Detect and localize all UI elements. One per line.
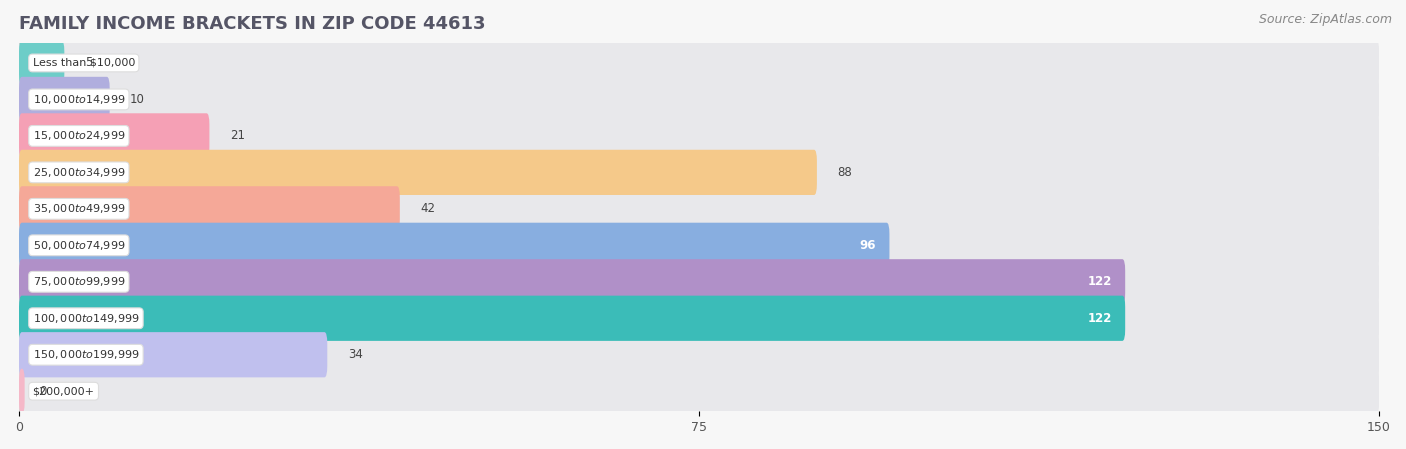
FancyBboxPatch shape [20,40,65,86]
Text: $50,000 to $74,999: $50,000 to $74,999 [32,239,125,252]
Text: 122: 122 [1087,275,1112,288]
Text: Less than $10,000: Less than $10,000 [32,58,135,68]
FancyBboxPatch shape [20,332,328,377]
Text: Source: ZipAtlas.com: Source: ZipAtlas.com [1258,13,1392,26]
Text: 96: 96 [859,239,876,252]
FancyBboxPatch shape [20,77,110,122]
FancyBboxPatch shape [20,186,399,232]
Text: $100,000 to $149,999: $100,000 to $149,999 [32,312,139,325]
Text: $200,000+: $200,000+ [32,386,94,396]
Text: $25,000 to $34,999: $25,000 to $34,999 [32,166,125,179]
Text: $10,000 to $14,999: $10,000 to $14,999 [32,93,125,106]
FancyBboxPatch shape [20,186,1379,232]
Text: 34: 34 [347,348,363,361]
Text: $150,000 to $199,999: $150,000 to $199,999 [32,348,139,361]
FancyBboxPatch shape [20,150,1379,195]
Text: 122: 122 [1087,312,1112,325]
FancyBboxPatch shape [20,295,1379,341]
FancyBboxPatch shape [20,223,890,268]
FancyBboxPatch shape [20,113,209,158]
FancyBboxPatch shape [20,259,1125,304]
Text: 10: 10 [131,93,145,106]
Text: 42: 42 [420,202,436,216]
Text: $75,000 to $99,999: $75,000 to $99,999 [32,275,125,288]
Text: 21: 21 [229,129,245,142]
FancyBboxPatch shape [20,259,1379,304]
FancyBboxPatch shape [20,332,1379,377]
Text: 5: 5 [84,57,93,70]
Text: FAMILY INCOME BRACKETS IN ZIP CODE 44613: FAMILY INCOME BRACKETS IN ZIP CODE 44613 [20,15,485,33]
FancyBboxPatch shape [20,369,25,414]
FancyBboxPatch shape [20,77,1379,122]
FancyBboxPatch shape [20,113,1379,158]
Text: 88: 88 [838,166,852,179]
Text: $35,000 to $49,999: $35,000 to $49,999 [32,202,125,216]
FancyBboxPatch shape [20,223,1379,268]
FancyBboxPatch shape [20,150,817,195]
Text: $15,000 to $24,999: $15,000 to $24,999 [32,129,125,142]
FancyBboxPatch shape [20,295,1125,341]
Text: 0: 0 [39,385,46,398]
FancyBboxPatch shape [20,369,1379,414]
FancyBboxPatch shape [20,40,1379,86]
